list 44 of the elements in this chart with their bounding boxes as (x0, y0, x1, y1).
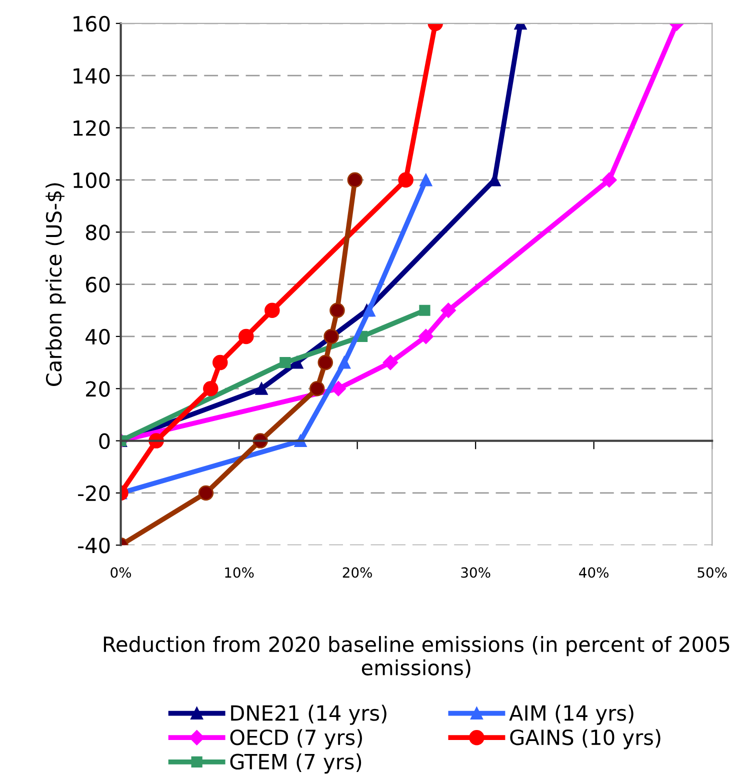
legend-label: GAINS (10 yrs) (510, 729, 660, 750)
point (419, 304, 430, 316)
legend-label: OECD (7 yrs) (230, 729, 362, 750)
point (264, 302, 280, 318)
x-tick-label: 50% (698, 567, 727, 578)
point (347, 172, 363, 188)
y-tick-label: 100 (74, 172, 110, 188)
point (212, 354, 228, 370)
y-tick-label: 20 (86, 381, 110, 397)
legend-label: AIM (14 yrs) (509, 704, 634, 725)
y-tick-label: 160 (74, 16, 110, 32)
point (330, 302, 345, 318)
point (440, 302, 456, 318)
point (324, 328, 339, 344)
point (280, 356, 291, 368)
y-tick-label: 80 (86, 224, 110, 240)
point (418, 328, 434, 344)
point (382, 354, 398, 370)
y-tick-label: -20 (78, 485, 110, 502)
y-tick-label: 40 (86, 328, 110, 345)
y-tick-label: 0 (99, 433, 110, 450)
y-tick-label: -40 (78, 538, 110, 554)
point (420, 174, 432, 186)
legend-label: DNE21 (14 yrs) (231, 704, 386, 725)
point (309, 380, 325, 396)
point (602, 172, 617, 188)
x-axis-title: Reduction from 2020 baseline emissions (in percent of 2005 emissions) (104, 636, 730, 678)
x-tick-label: 20% (342, 567, 372, 578)
point (255, 382, 268, 395)
x-tick-label: 40% (579, 567, 609, 578)
point (203, 380, 218, 396)
y-tick-label: 60 (86, 276, 110, 292)
point (338, 356, 351, 369)
x-tick-label: 0% (110, 567, 132, 578)
point (198, 485, 214, 501)
point (238, 328, 254, 344)
y-tick-label: 120 (74, 120, 110, 136)
point (398, 172, 414, 188)
y-axis-title: Carbon price (US-$) (46, 183, 66, 386)
y-tick-label: 140 (74, 68, 110, 84)
point (318, 354, 334, 370)
x-tick-label: 30% (461, 567, 490, 578)
legend-label: GTEM (7 yrs) (230, 753, 362, 774)
x-tick-label: 10% (225, 567, 254, 578)
